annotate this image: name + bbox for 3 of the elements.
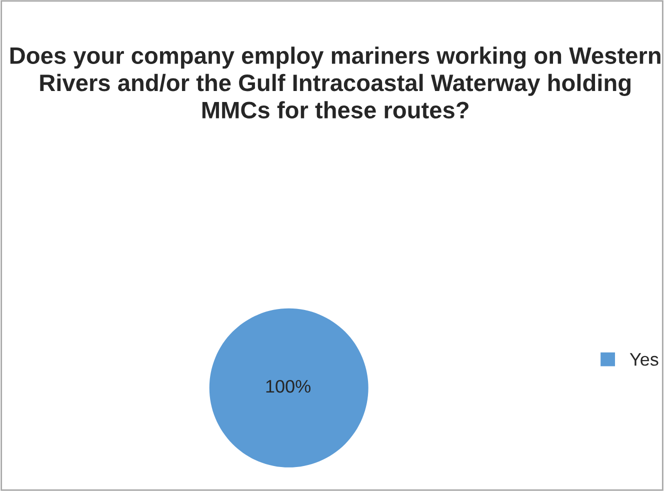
data-label: 100% xyxy=(266,380,310,393)
legend-label: Yes xyxy=(630,353,658,366)
chart-title: Does your company employ mariners working on Western Rivers and/or the Gulf Intracoastal Waterway holding MMCs for these routes? xyxy=(10,46,660,118)
